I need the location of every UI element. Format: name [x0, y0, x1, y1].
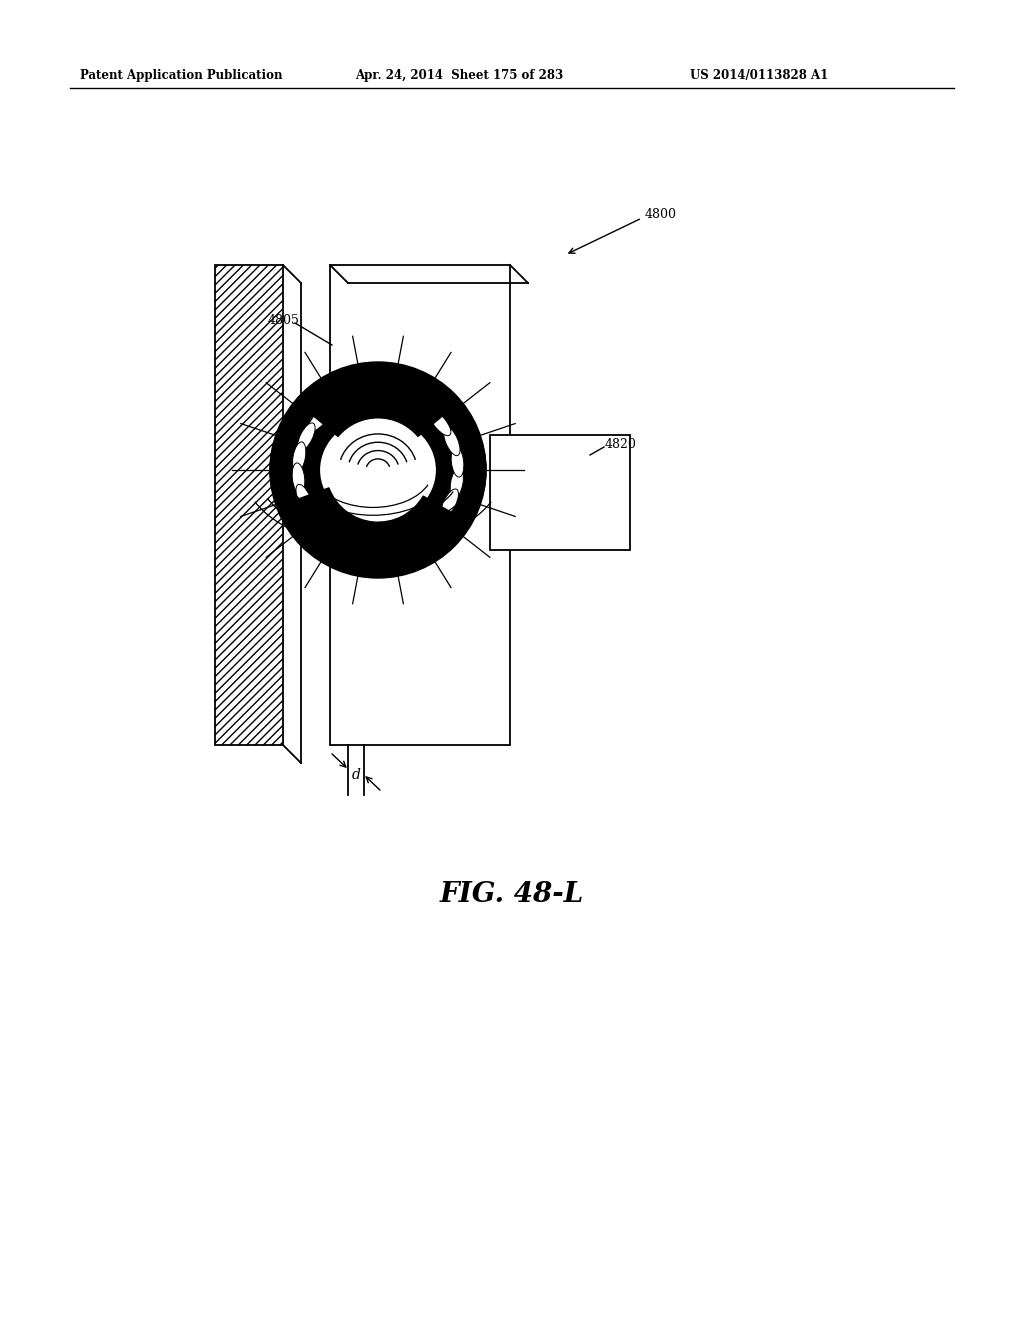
Ellipse shape: [321, 418, 435, 521]
Ellipse shape: [441, 488, 459, 517]
Ellipse shape: [292, 463, 305, 494]
Text: 4820: 4820: [605, 438, 637, 451]
Ellipse shape: [411, 399, 436, 418]
Text: d: d: [351, 768, 360, 781]
Ellipse shape: [279, 379, 478, 562]
Ellipse shape: [451, 467, 464, 498]
Ellipse shape: [383, 535, 413, 549]
Ellipse shape: [319, 521, 346, 541]
Ellipse shape: [338, 533, 368, 548]
Text: US 2014/0113828 A1: US 2014/0113828 A1: [690, 69, 828, 82]
Ellipse shape: [425, 508, 449, 532]
Text: 4815: 4815: [298, 525, 330, 539]
Text: 4800: 4800: [645, 209, 677, 222]
Ellipse shape: [443, 426, 460, 455]
Wedge shape: [282, 488, 467, 573]
Bar: [215, 265, 283, 744]
Ellipse shape: [388, 392, 418, 407]
Ellipse shape: [298, 422, 315, 451]
Ellipse shape: [326, 422, 430, 519]
Bar: [330, 265, 510, 744]
Ellipse shape: [452, 446, 464, 477]
Ellipse shape: [429, 411, 451, 436]
Ellipse shape: [270, 370, 486, 570]
Circle shape: [270, 362, 486, 578]
Ellipse shape: [366, 389, 396, 401]
Ellipse shape: [293, 442, 306, 473]
Ellipse shape: [343, 391, 373, 405]
Ellipse shape: [388, 392, 418, 407]
Text: Apr. 24, 2014  Sheet 175 of 283: Apr. 24, 2014 Sheet 175 of 283: [355, 69, 563, 82]
Ellipse shape: [429, 411, 451, 436]
Text: 4805: 4805: [268, 314, 300, 326]
Text: Patent Application Publication: Patent Application Publication: [80, 69, 283, 82]
Text: FIG. 48-L: FIG. 48-L: [440, 882, 584, 908]
Ellipse shape: [411, 399, 436, 418]
Ellipse shape: [383, 535, 413, 549]
Ellipse shape: [406, 524, 433, 544]
Ellipse shape: [324, 396, 350, 416]
Ellipse shape: [452, 446, 464, 477]
Ellipse shape: [293, 442, 306, 473]
Ellipse shape: [360, 539, 391, 550]
Ellipse shape: [443, 426, 460, 455]
Ellipse shape: [296, 484, 312, 513]
Bar: [490, 436, 630, 550]
Ellipse shape: [441, 488, 459, 517]
Ellipse shape: [305, 504, 327, 529]
Ellipse shape: [298, 422, 315, 451]
Ellipse shape: [305, 504, 327, 529]
Ellipse shape: [296, 484, 312, 513]
Circle shape: [326, 418, 430, 521]
Ellipse shape: [324, 396, 350, 416]
Ellipse shape: [308, 408, 331, 432]
Ellipse shape: [451, 467, 464, 498]
Ellipse shape: [360, 539, 391, 550]
Ellipse shape: [338, 533, 368, 548]
Ellipse shape: [366, 389, 396, 401]
Wedge shape: [299, 367, 457, 437]
Ellipse shape: [319, 521, 346, 541]
Text: 4810: 4810: [412, 381, 444, 395]
Ellipse shape: [343, 391, 373, 405]
Ellipse shape: [292, 463, 305, 494]
Ellipse shape: [406, 524, 433, 544]
Ellipse shape: [425, 508, 449, 532]
Ellipse shape: [308, 408, 331, 432]
